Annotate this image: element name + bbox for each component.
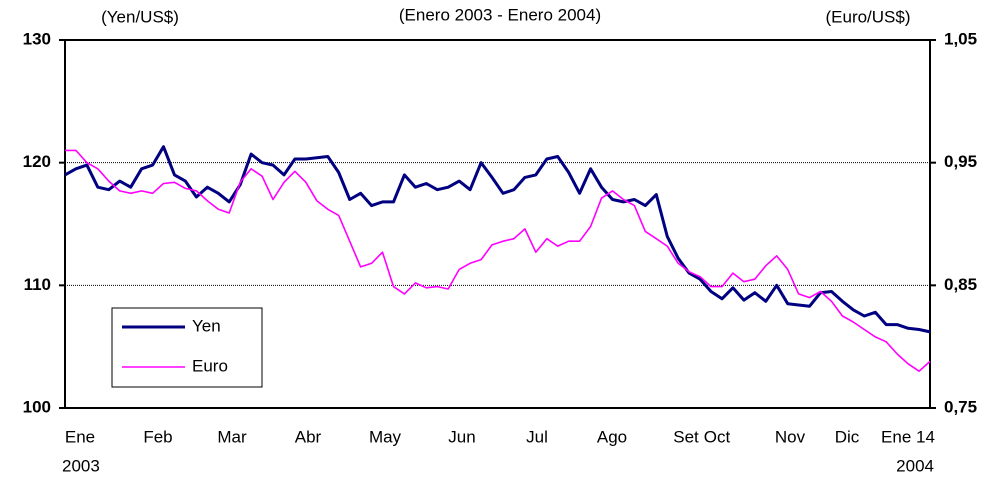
x-tick-label: Nov [775, 427, 806, 446]
y-axis-label: (Yen/US$) [101, 7, 179, 26]
legend-box [111, 307, 263, 388]
plot-frame [64, 39, 931, 409]
x-tick-label: Jul [526, 427, 548, 446]
x-tick-label: Mar [217, 427, 247, 446]
y2-axis-label: (Euro/US$) [825, 7, 910, 26]
y2-tick-label: 0,85 [944, 275, 977, 294]
x-tick-label: Dic [835, 427, 860, 446]
x-tick-label: Jun [448, 427, 475, 446]
y2-tick-label: 0,95 [944, 152, 977, 171]
y2-tick-label: 1,05 [944, 29, 977, 48]
series-line [64, 145, 931, 334]
y2-tick-label: 0,75 [944, 397, 977, 416]
y-tick-label: 130 [23, 29, 51, 48]
x-tick-label: Feb [143, 427, 172, 446]
legend-label: Euro [192, 356, 228, 375]
legend-label: Yen [192, 316, 221, 335]
y-tick-label: 110 [24, 275, 51, 294]
x-tick-label: Ago [597, 427, 627, 446]
x-tick-label: Ene [65, 427, 95, 446]
x-tick-label: Set [673, 427, 699, 446]
x-tick-label: Abr [295, 427, 322, 446]
x-tick-label: Ene 14 [881, 427, 935, 446]
x-tick-label: May [369, 427, 402, 446]
x-year-label: 2004 [896, 456, 934, 475]
chart-subtitle: (Enero 2003 - Enero 2004) [399, 5, 601, 24]
y-tick-label: 100 [23, 397, 51, 416]
x-tick-label: Oct [704, 427, 731, 446]
x-year-label: 2003 [62, 456, 100, 475]
series-line [65, 149, 931, 372]
y-tick-label: 120 [23, 152, 51, 171]
